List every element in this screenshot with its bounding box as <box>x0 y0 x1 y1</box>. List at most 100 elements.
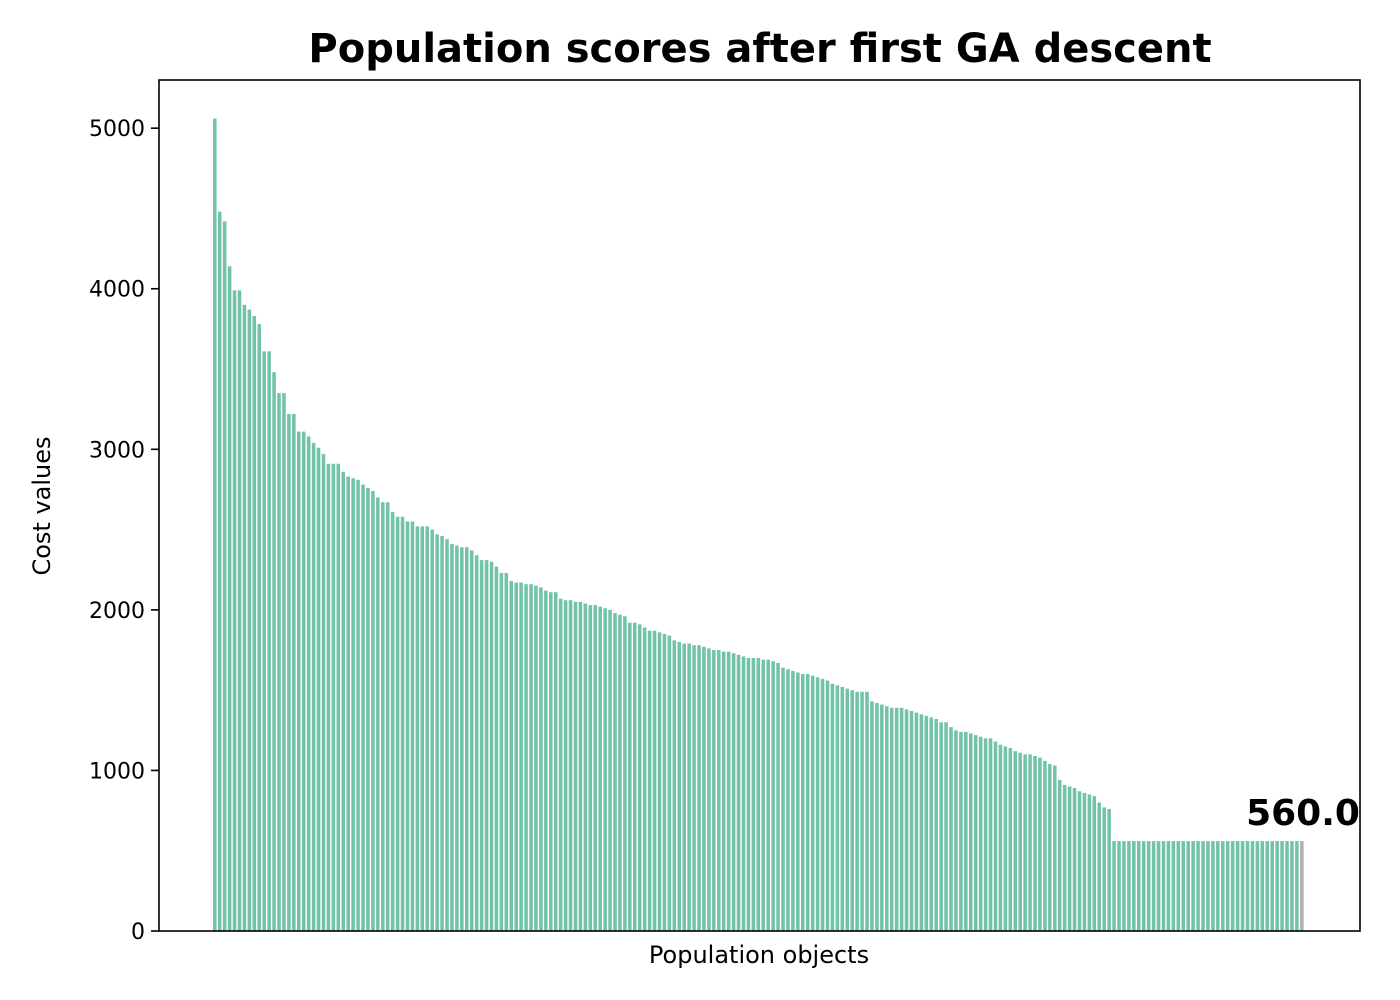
bar <box>588 605 593 931</box>
y-tick-label: 3000 <box>89 438 145 463</box>
bar <box>1201 841 1205 931</box>
bar <box>593 605 598 931</box>
bar <box>1067 786 1072 931</box>
bar <box>751 658 756 931</box>
bar <box>707 648 711 931</box>
bar <box>613 613 617 931</box>
bar <box>1038 757 1042 931</box>
bar <box>430 529 434 931</box>
bar <box>726 651 731 931</box>
bar <box>1043 760 1047 931</box>
bar <box>534 585 538 931</box>
bar <box>568 600 573 931</box>
bar <box>1028 754 1032 931</box>
bar <box>578 601 583 931</box>
bar <box>949 727 953 931</box>
bar <box>766 659 770 931</box>
bar <box>573 601 578 931</box>
bar <box>1225 841 1230 931</box>
bar <box>1057 780 1062 931</box>
bar <box>697 645 701 931</box>
bar <box>712 650 716 931</box>
bar <box>474 555 479 931</box>
bar <box>870 701 874 931</box>
bar <box>1265 841 1270 931</box>
bar <box>376 497 380 931</box>
bar <box>865 691 869 931</box>
bar <box>1132 841 1136 931</box>
bar <box>860 691 864 931</box>
bar <box>830 683 835 931</box>
bar <box>321 454 326 931</box>
bar <box>929 717 934 931</box>
bar <box>242 304 247 931</box>
bar <box>1151 841 1156 931</box>
bar <box>608 609 612 931</box>
bar <box>1275 841 1279 931</box>
bar <box>257 324 262 931</box>
bar <box>603 608 607 931</box>
bar <box>880 704 884 931</box>
y-tick-label: 0 <box>131 920 145 945</box>
bar <box>677 641 682 931</box>
bar <box>494 566 499 931</box>
bar <box>282 393 286 932</box>
bar <box>277 393 281 932</box>
bar <box>1048 764 1052 931</box>
bar <box>805 674 810 931</box>
bar <box>1107 808 1111 931</box>
bar <box>1161 841 1166 931</box>
y-axis-ticks: 0 1000 2000 3000 4000 5000 <box>89 117 159 945</box>
bar <box>835 685 840 931</box>
bar <box>657 632 662 931</box>
bar <box>469 550 474 931</box>
bar <box>1127 841 1131 931</box>
bar <box>652 630 657 931</box>
bar <box>1221 841 1225 931</box>
bar <box>331 463 336 931</box>
bar <box>529 584 533 931</box>
bar <box>1092 796 1097 931</box>
bar <box>509 580 514 931</box>
bar <box>924 715 929 931</box>
bar <box>415 526 420 931</box>
bar <box>1216 841 1220 931</box>
bar <box>1186 841 1190 931</box>
bar <box>405 521 410 931</box>
bar <box>544 590 548 931</box>
bar <box>964 731 968 931</box>
bar <box>252 316 257 931</box>
bar <box>1181 841 1186 931</box>
bar <box>341 471 346 931</box>
bar <box>1270 841 1274 931</box>
bar <box>1062 784 1067 931</box>
bar <box>351 478 355 931</box>
x-axis-label: Population objects <box>649 941 869 969</box>
bar <box>1235 841 1240 931</box>
bar <box>1082 792 1087 931</box>
bar <box>514 582 518 931</box>
bar <box>791 670 795 931</box>
bar <box>618 614 622 931</box>
bar <box>810 675 815 931</box>
bar <box>756 658 761 931</box>
bar <box>1087 794 1092 931</box>
bar <box>786 669 790 931</box>
bar <box>845 688 850 931</box>
bar <box>909 711 914 931</box>
bar <box>815 677 820 931</box>
bar <box>885 706 889 931</box>
bar <box>1230 841 1235 931</box>
bar <box>1280 841 1284 931</box>
bar <box>914 712 919 931</box>
bar <box>346 476 350 931</box>
bar <box>553 592 558 931</box>
bar <box>563 600 568 931</box>
bar <box>1077 791 1082 931</box>
bar <box>796 672 800 931</box>
y-tick-label: 1000 <box>89 759 145 784</box>
bar <box>247 309 252 931</box>
bar <box>840 686 845 931</box>
bar <box>983 738 988 931</box>
